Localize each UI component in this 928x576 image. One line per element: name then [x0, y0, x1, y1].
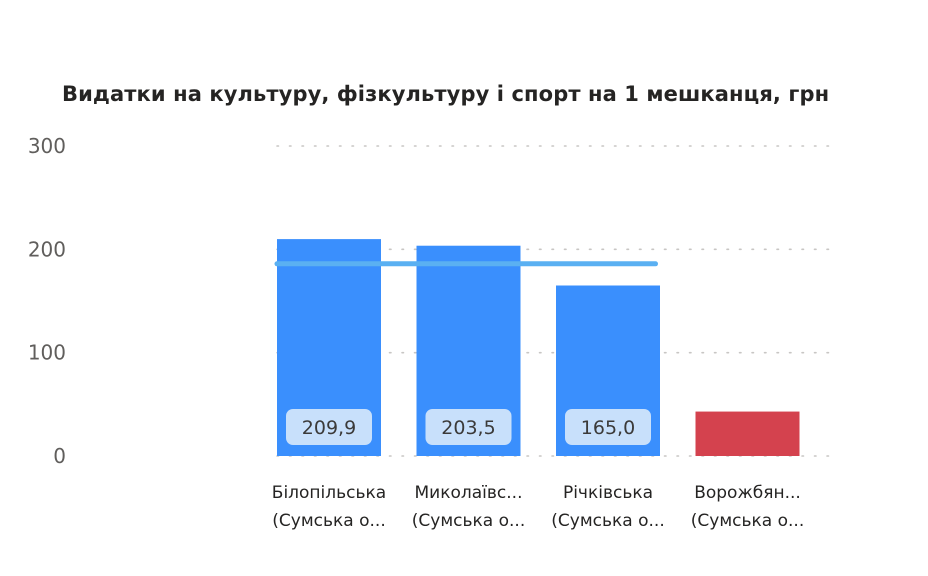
x-tick-label: Миколаївс... [415, 483, 523, 503]
x-tick-label: Річківська [563, 483, 653, 503]
data-label-background [286, 409, 372, 445]
bar [695, 411, 800, 456]
y-tick-label: 300 [28, 134, 66, 158]
x-tick-label: (Сумська о... [551, 511, 664, 531]
y-tick-label: 100 [28, 341, 66, 365]
chart-title: Видатки на культуру, фізкультуру і спорт… [62, 82, 830, 106]
data-label: 209,9 [302, 417, 356, 439]
data-label-background [565, 409, 651, 445]
x-tick-label: (Сумська о... [412, 511, 525, 531]
data-label: 203,5 [441, 417, 495, 439]
y-tick-label: 200 [28, 237, 66, 261]
data-label-background [425, 409, 512, 445]
x-tick-label: Білопільська [272, 483, 386, 503]
x-tick-label: (Сумська о... [691, 511, 804, 531]
y-tick-label: 0 [53, 444, 66, 468]
x-tick-label: (Сумська о... [272, 511, 385, 531]
x-tick-label: Ворожбян... [694, 483, 801, 503]
data-label: 165,0 [581, 417, 635, 439]
